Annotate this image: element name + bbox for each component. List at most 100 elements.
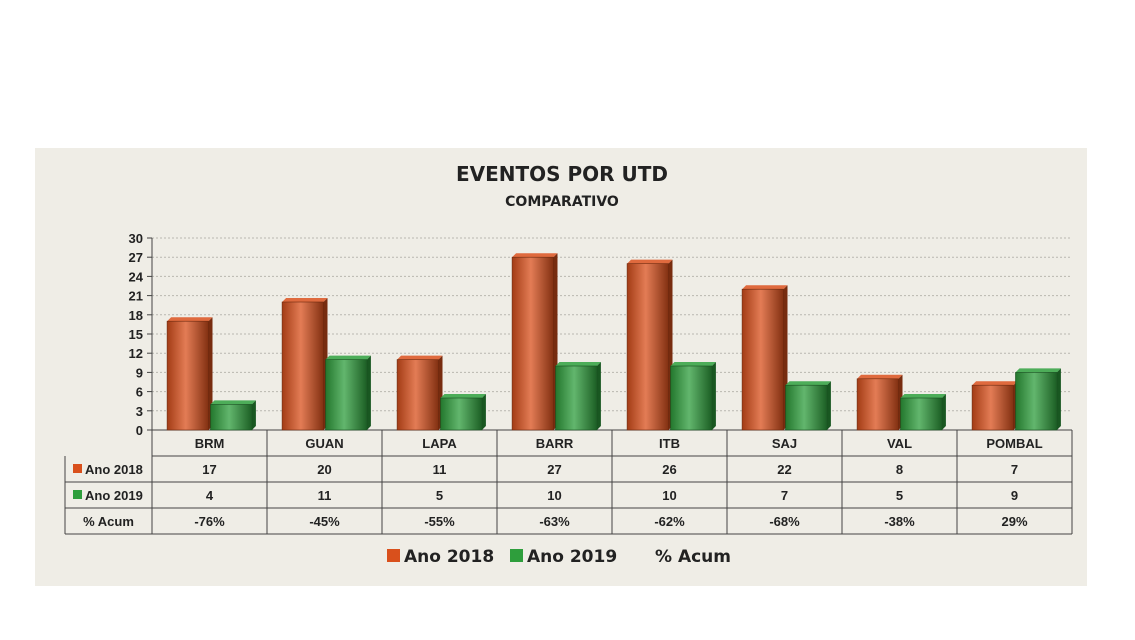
table-cell: -62% xyxy=(654,514,685,529)
bar-top xyxy=(210,400,256,405)
table-cell: 29% xyxy=(1001,514,1027,529)
bar xyxy=(670,365,713,431)
table-cell: -55% xyxy=(424,514,455,529)
bar-side xyxy=(481,394,486,430)
bar xyxy=(1015,372,1058,431)
table-cell: 20 xyxy=(317,462,331,477)
bar xyxy=(626,263,669,431)
x-tick-label: ITB xyxy=(659,436,680,451)
x-tick-label: VAL xyxy=(887,436,912,451)
table-cell: -68% xyxy=(769,514,800,529)
bar-top xyxy=(167,317,213,322)
x-tick-label: BRM xyxy=(195,436,225,451)
table-row-label: % Acum xyxy=(83,514,134,529)
bar-side xyxy=(251,400,256,430)
bar-top xyxy=(397,355,443,360)
table-cell: 11 xyxy=(318,488,332,503)
y-tick-label: 18 xyxy=(129,308,143,323)
legend-swatch xyxy=(510,549,523,562)
bar-top xyxy=(900,394,946,398)
bar-top xyxy=(555,362,601,366)
bars xyxy=(166,253,1061,431)
bar xyxy=(555,365,598,431)
legend-label: Ano 2019 xyxy=(527,547,617,567)
table-cell: 27 xyxy=(547,462,561,477)
table-cell: 5 xyxy=(436,488,443,503)
bar xyxy=(900,397,943,431)
x-tick-label: SAJ xyxy=(772,436,797,451)
table-cell: -76% xyxy=(194,514,225,529)
table-cell: 4 xyxy=(206,488,214,503)
x-tick-label: BARR xyxy=(536,436,574,451)
legend-key-swatch xyxy=(73,464,82,473)
bar xyxy=(971,384,1014,431)
legend-swatch xyxy=(387,549,400,562)
table-cell: -38% xyxy=(884,514,915,529)
legend-key-swatch xyxy=(73,490,82,499)
table-cell: 10 xyxy=(662,488,676,503)
table-cell: 5 xyxy=(896,488,903,503)
y-tick-label: 9 xyxy=(136,365,143,380)
legend-label: % Acum xyxy=(655,547,731,567)
table-cell: 7 xyxy=(1011,462,1018,477)
chart-title: EVENTOS POR UTD xyxy=(456,162,668,186)
bar-top xyxy=(972,381,1018,386)
bar-top xyxy=(785,381,831,386)
bar-top xyxy=(325,355,371,360)
y-tick-label: 15 xyxy=(129,327,143,342)
bar-side xyxy=(711,362,716,430)
y-tick-label: 30 xyxy=(129,231,143,246)
bar-side xyxy=(208,317,213,430)
bar-top xyxy=(440,394,486,398)
legend-label: Ano 2018 xyxy=(404,547,494,567)
x-tick-label: POMBAL xyxy=(986,436,1042,451)
data-table: BRM GUAN LAPA BARR ITB SAJ VAL POMBAL Ano 2018 17… xyxy=(64,430,1073,535)
chart-panel: EVENTOS POR UTD COMPARATIVO 0 3 6 9 12 15 18 21… xyxy=(35,148,1087,586)
bar-top xyxy=(670,362,716,366)
table-cell: -63% xyxy=(539,514,570,529)
bar-top xyxy=(627,259,673,264)
bar-side xyxy=(1056,368,1061,430)
table-row-label: Ano 2018 xyxy=(85,462,143,477)
y-tick-label: 3 xyxy=(136,404,143,419)
bar-top xyxy=(857,374,903,379)
table-cell: 11 xyxy=(433,462,447,477)
bar xyxy=(325,359,368,431)
y-tick-label: 27 xyxy=(129,250,143,265)
table-cell: 26 xyxy=(662,462,676,477)
y-tick-label: 24 xyxy=(129,269,144,284)
y-tick-label: 21 xyxy=(129,289,143,304)
table-cell: 17 xyxy=(202,462,216,477)
legend: Ano 2018 Ano 2019 % Acum xyxy=(387,547,731,567)
x-tick-label: GUAN xyxy=(305,436,343,451)
y-tick-label: 6 xyxy=(136,385,143,400)
bar-side xyxy=(366,355,371,430)
table-cell: 10 xyxy=(547,488,561,503)
bar xyxy=(281,301,324,431)
bar-top xyxy=(282,298,328,302)
bar xyxy=(741,288,784,431)
bar-side xyxy=(596,362,601,430)
bar xyxy=(440,397,483,431)
bar xyxy=(785,384,828,431)
bar-side xyxy=(941,394,946,430)
y-tick-label: 0 xyxy=(136,423,143,438)
bar xyxy=(396,359,439,431)
table-cell: 8 xyxy=(896,462,903,477)
table-row-label: Ano 2019 xyxy=(85,488,143,503)
table-cell: 9 xyxy=(1011,488,1018,503)
chart-subtitle: COMPARATIVO xyxy=(505,194,619,210)
bar-top xyxy=(1015,368,1061,373)
bar xyxy=(210,404,253,431)
x-tick-label: LAPA xyxy=(422,436,457,451)
bar-top xyxy=(512,253,558,258)
bar-chart: EVENTOS POR UTD COMPARATIVO 0 3 6 9 12 15 18 21… xyxy=(64,162,1073,567)
table-cell: -45% xyxy=(309,514,340,529)
bar xyxy=(856,378,899,431)
bar-top xyxy=(742,285,788,290)
table-cell: 7 xyxy=(781,488,788,503)
table-cell: 22 xyxy=(777,462,791,477)
bar xyxy=(166,320,209,431)
bar-side xyxy=(826,381,831,430)
y-tick-label: 12 xyxy=(129,346,143,361)
